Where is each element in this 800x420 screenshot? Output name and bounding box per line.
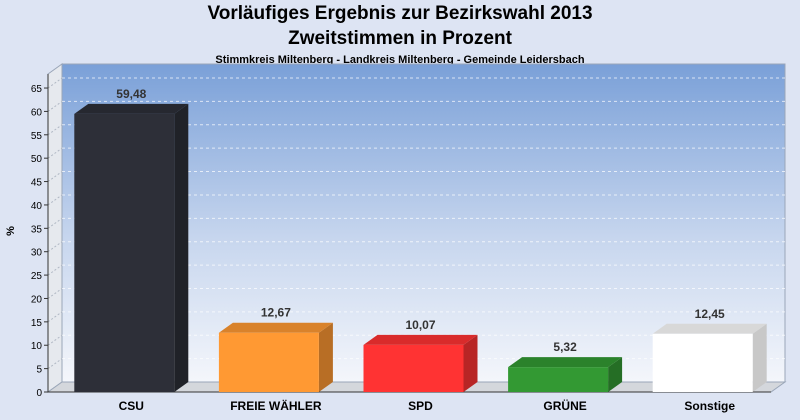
grid-line-side bbox=[47, 288, 63, 299]
bar-value-label: 12,67 bbox=[261, 306, 291, 320]
chart-title: Vorläufiges Ergebnis zur Bezirkswahl 201… bbox=[207, 3, 593, 24]
grid-line-side bbox=[47, 358, 63, 370]
bar-value-label: 5,32 bbox=[553, 340, 577, 354]
x-tick-label: GRÜNE bbox=[543, 398, 586, 413]
chart-subtitle-location: Stimmkreis Miltenberg - Landkreis Milten… bbox=[215, 54, 585, 66]
y-tick-label: 20 bbox=[31, 294, 43, 305]
bar bbox=[508, 367, 609, 392]
y-tick-label: 55 bbox=[31, 131, 43, 142]
y-tick-label: 35 bbox=[31, 224, 43, 235]
grid-line-side bbox=[47, 334, 63, 346]
bar-top bbox=[652, 323, 767, 334]
x-tick-label: Sonstige bbox=[684, 399, 735, 413]
y-tick-label: 50 bbox=[31, 154, 43, 165]
bar bbox=[363, 344, 464, 392]
grid-line-side bbox=[47, 264, 63, 276]
bar-side bbox=[174, 103, 189, 392]
grid-line-side bbox=[47, 77, 63, 89]
bar-side bbox=[463, 334, 478, 392]
y-tick-label: 65 bbox=[31, 84, 43, 95]
chart-subtitle: Zweitstimmen in Prozent bbox=[288, 28, 512, 49]
bar bbox=[652, 333, 753, 392]
y-tick-label: 30 bbox=[31, 248, 43, 259]
grid-line-side bbox=[47, 217, 63, 229]
y-tick-label: 25 bbox=[31, 271, 43, 282]
bar-side bbox=[752, 323, 767, 392]
bar bbox=[74, 113, 175, 392]
bar-top bbox=[363, 334, 478, 345]
plot-left-wall bbox=[47, 63, 63, 393]
grid-line-side bbox=[47, 101, 63, 112]
grid-line-side bbox=[47, 194, 63, 206]
bar bbox=[218, 332, 319, 392]
y-tick-label: 15 bbox=[31, 318, 43, 329]
y-tick-label: 45 bbox=[31, 178, 43, 189]
bar-side bbox=[318, 322, 333, 392]
bar-top bbox=[74, 103, 189, 114]
grid-line-side bbox=[47, 311, 63, 323]
bar-top bbox=[218, 322, 333, 333]
y-tick-label: 0 bbox=[36, 388, 42, 399]
grid-line-side bbox=[47, 147, 63, 159]
x-tick-label: FREIE WÄHLER bbox=[230, 398, 322, 413]
y-tick-label: 5 bbox=[36, 365, 42, 376]
y-tick-label: 10 bbox=[31, 341, 43, 352]
y-tick-label: 60 bbox=[31, 107, 43, 118]
y-tick-label: 40 bbox=[31, 201, 43, 212]
bar-value-label: 59,48 bbox=[116, 87, 146, 101]
bar-value-label: 12,45 bbox=[695, 307, 725, 321]
grid-line-side bbox=[47, 241, 63, 253]
bar-side bbox=[608, 357, 623, 392]
bar-value-label: 10,07 bbox=[405, 318, 435, 332]
x-tick-label: CSU bbox=[119, 399, 144, 413]
grid-line-side bbox=[47, 171, 63, 182]
grid-line-side bbox=[47, 124, 63, 136]
x-tick-label: SPD bbox=[408, 399, 433, 413]
bar-top bbox=[508, 357, 623, 368]
